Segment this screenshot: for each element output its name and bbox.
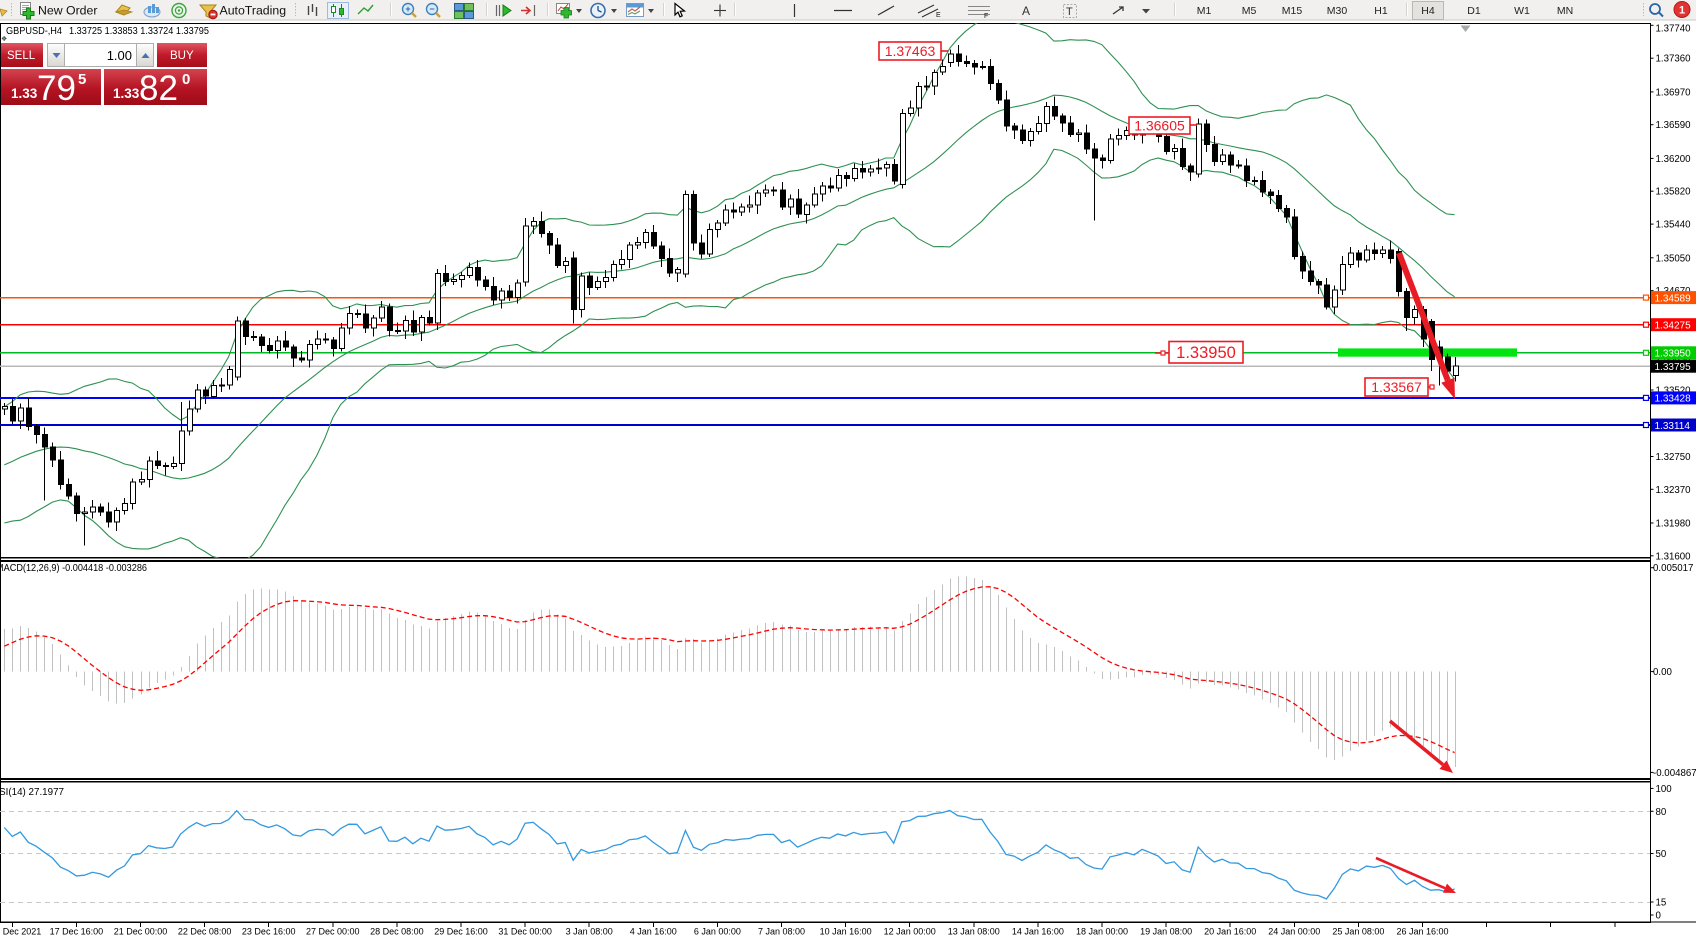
svg-text:H4: H4 <box>1421 5 1435 17</box>
svg-text:1.31980: 1.31980 <box>1656 519 1692 530</box>
svg-text:19 Jan 08:00: 19 Jan 08:00 <box>1140 927 1192 937</box>
svg-text:❖: ❖ <box>1 36 7 43</box>
svg-text:0: 0 <box>1656 911 1662 922</box>
svg-text:W1: W1 <box>1514 5 1530 17</box>
svg-text:M15: M15 <box>1282 5 1303 17</box>
svg-text:4 Jan 16:00: 4 Jan 16:00 <box>630 927 677 937</box>
svg-text:80: 80 <box>1656 807 1667 818</box>
svg-text:27 Dec 00:00: 27 Dec 00:00 <box>306 927 360 937</box>
svg-text:1.00: 1.00 <box>107 48 132 63</box>
svg-text:100: 100 <box>1656 784 1673 795</box>
svg-text:Dec 2021: Dec 2021 <box>3 927 42 937</box>
svg-text:AutoTrading: AutoTrading <box>220 4 287 18</box>
svg-text:79: 79 <box>37 69 76 108</box>
svg-text:12 Jan 00:00: 12 Jan 00:00 <box>884 927 936 937</box>
svg-text:GBPUSD-,H4: GBPUSD-,H4 <box>6 26 62 37</box>
svg-text:1.33950: 1.33950 <box>1176 344 1236 362</box>
svg-text:M30: M30 <box>1327 5 1348 17</box>
svg-text:1.36605: 1.36605 <box>1134 118 1185 134</box>
svg-text:5: 5 <box>78 71 86 88</box>
svg-text:21 Dec 00:00: 21 Dec 00:00 <box>114 927 168 937</box>
svg-text:A: A <box>1022 4 1030 18</box>
svg-text:17 Dec 16:00: 17 Dec 16:00 <box>50 927 104 937</box>
svg-text:1.36590: 1.36590 <box>1656 120 1692 131</box>
svg-text:22 Dec 08:00: 22 Dec 08:00 <box>178 927 232 937</box>
svg-text:New Order: New Order <box>38 4 97 18</box>
svg-text:M1: M1 <box>1197 5 1212 17</box>
svg-text:D1: D1 <box>1467 5 1481 17</box>
svg-text:28 Dec 08:00: 28 Dec 08:00 <box>370 927 424 937</box>
svg-text:M5: M5 <box>1242 5 1257 17</box>
svg-text:F: F <box>984 13 988 20</box>
svg-text:10 Jan 16:00: 10 Jan 16:00 <box>820 927 872 937</box>
svg-text:1.31600: 1.31600 <box>1656 551 1692 562</box>
svg-text:1.33: 1.33 <box>11 86 38 101</box>
svg-text:1.32750: 1.32750 <box>1656 452 1692 463</box>
svg-text:25 Jan 08:00: 25 Jan 08:00 <box>1332 927 1384 937</box>
svg-text:3 Jan 08:00: 3 Jan 08:00 <box>566 927 613 937</box>
svg-text:H1: H1 <box>1374 5 1388 17</box>
svg-text:0.00: 0.00 <box>1653 667 1672 678</box>
svg-text:15: 15 <box>1656 898 1667 909</box>
svg-text:RSI(14) 27.1977: RSI(14) 27.1977 <box>0 787 64 798</box>
svg-text:1.36200: 1.36200 <box>1656 154 1692 165</box>
svg-text:1.33567: 1.33567 <box>1371 379 1422 395</box>
svg-text:7 Jan 08:00: 7 Jan 08:00 <box>758 927 805 937</box>
svg-text:23 Dec 16:00: 23 Dec 16:00 <box>242 927 296 937</box>
svg-text:BUY: BUY <box>170 50 194 62</box>
svg-text:1.33795: 1.33795 <box>1655 362 1692 373</box>
svg-text:14 Jan 16:00: 14 Jan 16:00 <box>1012 927 1064 937</box>
svg-text:13 Jan 08:00: 13 Jan 08:00 <box>948 927 1000 937</box>
svg-text:1.33520: 1.33520 <box>1656 386 1692 397</box>
svg-text:1.33950: 1.33950 <box>1655 349 1692 360</box>
svg-text:18 Jan 00:00: 18 Jan 00:00 <box>1076 927 1128 937</box>
svg-text:1.37740: 1.37740 <box>1656 24 1692 35</box>
svg-text:MN: MN <box>1557 5 1573 17</box>
svg-text:26 Jan 16:00: 26 Jan 16:00 <box>1396 927 1448 937</box>
svg-text:1.37360: 1.37360 <box>1656 54 1692 65</box>
svg-text:SELL: SELL <box>7 50 36 62</box>
svg-text:31 Dec 00:00: 31 Dec 00:00 <box>498 927 552 937</box>
svg-text:E: E <box>936 12 941 19</box>
svg-text:1.33114: 1.33114 <box>1655 421 1691 432</box>
svg-text:1.34275: 1.34275 <box>1655 321 1692 332</box>
svg-text:1.35440: 1.35440 <box>1656 220 1692 231</box>
svg-text:1.34589: 1.34589 <box>1655 293 1692 304</box>
svg-text:MACD(12,26,9) -0.004418 -0.003: MACD(12,26,9) -0.004418 -0.003286 <box>0 563 147 574</box>
svg-text:24 Jan 00:00: 24 Jan 00:00 <box>1268 927 1320 937</box>
svg-text:1.32370: 1.32370 <box>1656 485 1692 496</box>
svg-text:1.33725 1.33853 1.33724 1.3379: 1.33725 1.33853 1.33724 1.33795 <box>69 26 209 37</box>
svg-text:+: + <box>405 4 410 14</box>
svg-text:82: 82 <box>139 69 178 108</box>
svg-text:0.005017: 0.005017 <box>1653 563 1693 574</box>
svg-text:1.36970: 1.36970 <box>1656 87 1692 98</box>
svg-text:−: − <box>429 4 434 14</box>
svg-text:T: T <box>1066 6 1073 18</box>
svg-text:1.33428: 1.33428 <box>1655 394 1692 405</box>
svg-text:0: 0 <box>182 71 190 88</box>
svg-text:1.35050: 1.35050 <box>1656 253 1692 264</box>
svg-text:1: 1 <box>1679 5 1685 17</box>
svg-text:1.33: 1.33 <box>113 86 140 101</box>
svg-text:29 Dec 16:00: 29 Dec 16:00 <box>434 927 488 937</box>
svg-text:6 Jan 00:00: 6 Jan 00:00 <box>694 927 741 937</box>
svg-text:50: 50 <box>1656 849 1667 860</box>
svg-text:1.35820: 1.35820 <box>1656 187 1692 198</box>
svg-text:-0.004867: -0.004867 <box>1653 768 1696 779</box>
svg-text:1.37463: 1.37463 <box>885 43 936 59</box>
svg-text:20 Jan 16:00: 20 Jan 16:00 <box>1204 927 1256 937</box>
